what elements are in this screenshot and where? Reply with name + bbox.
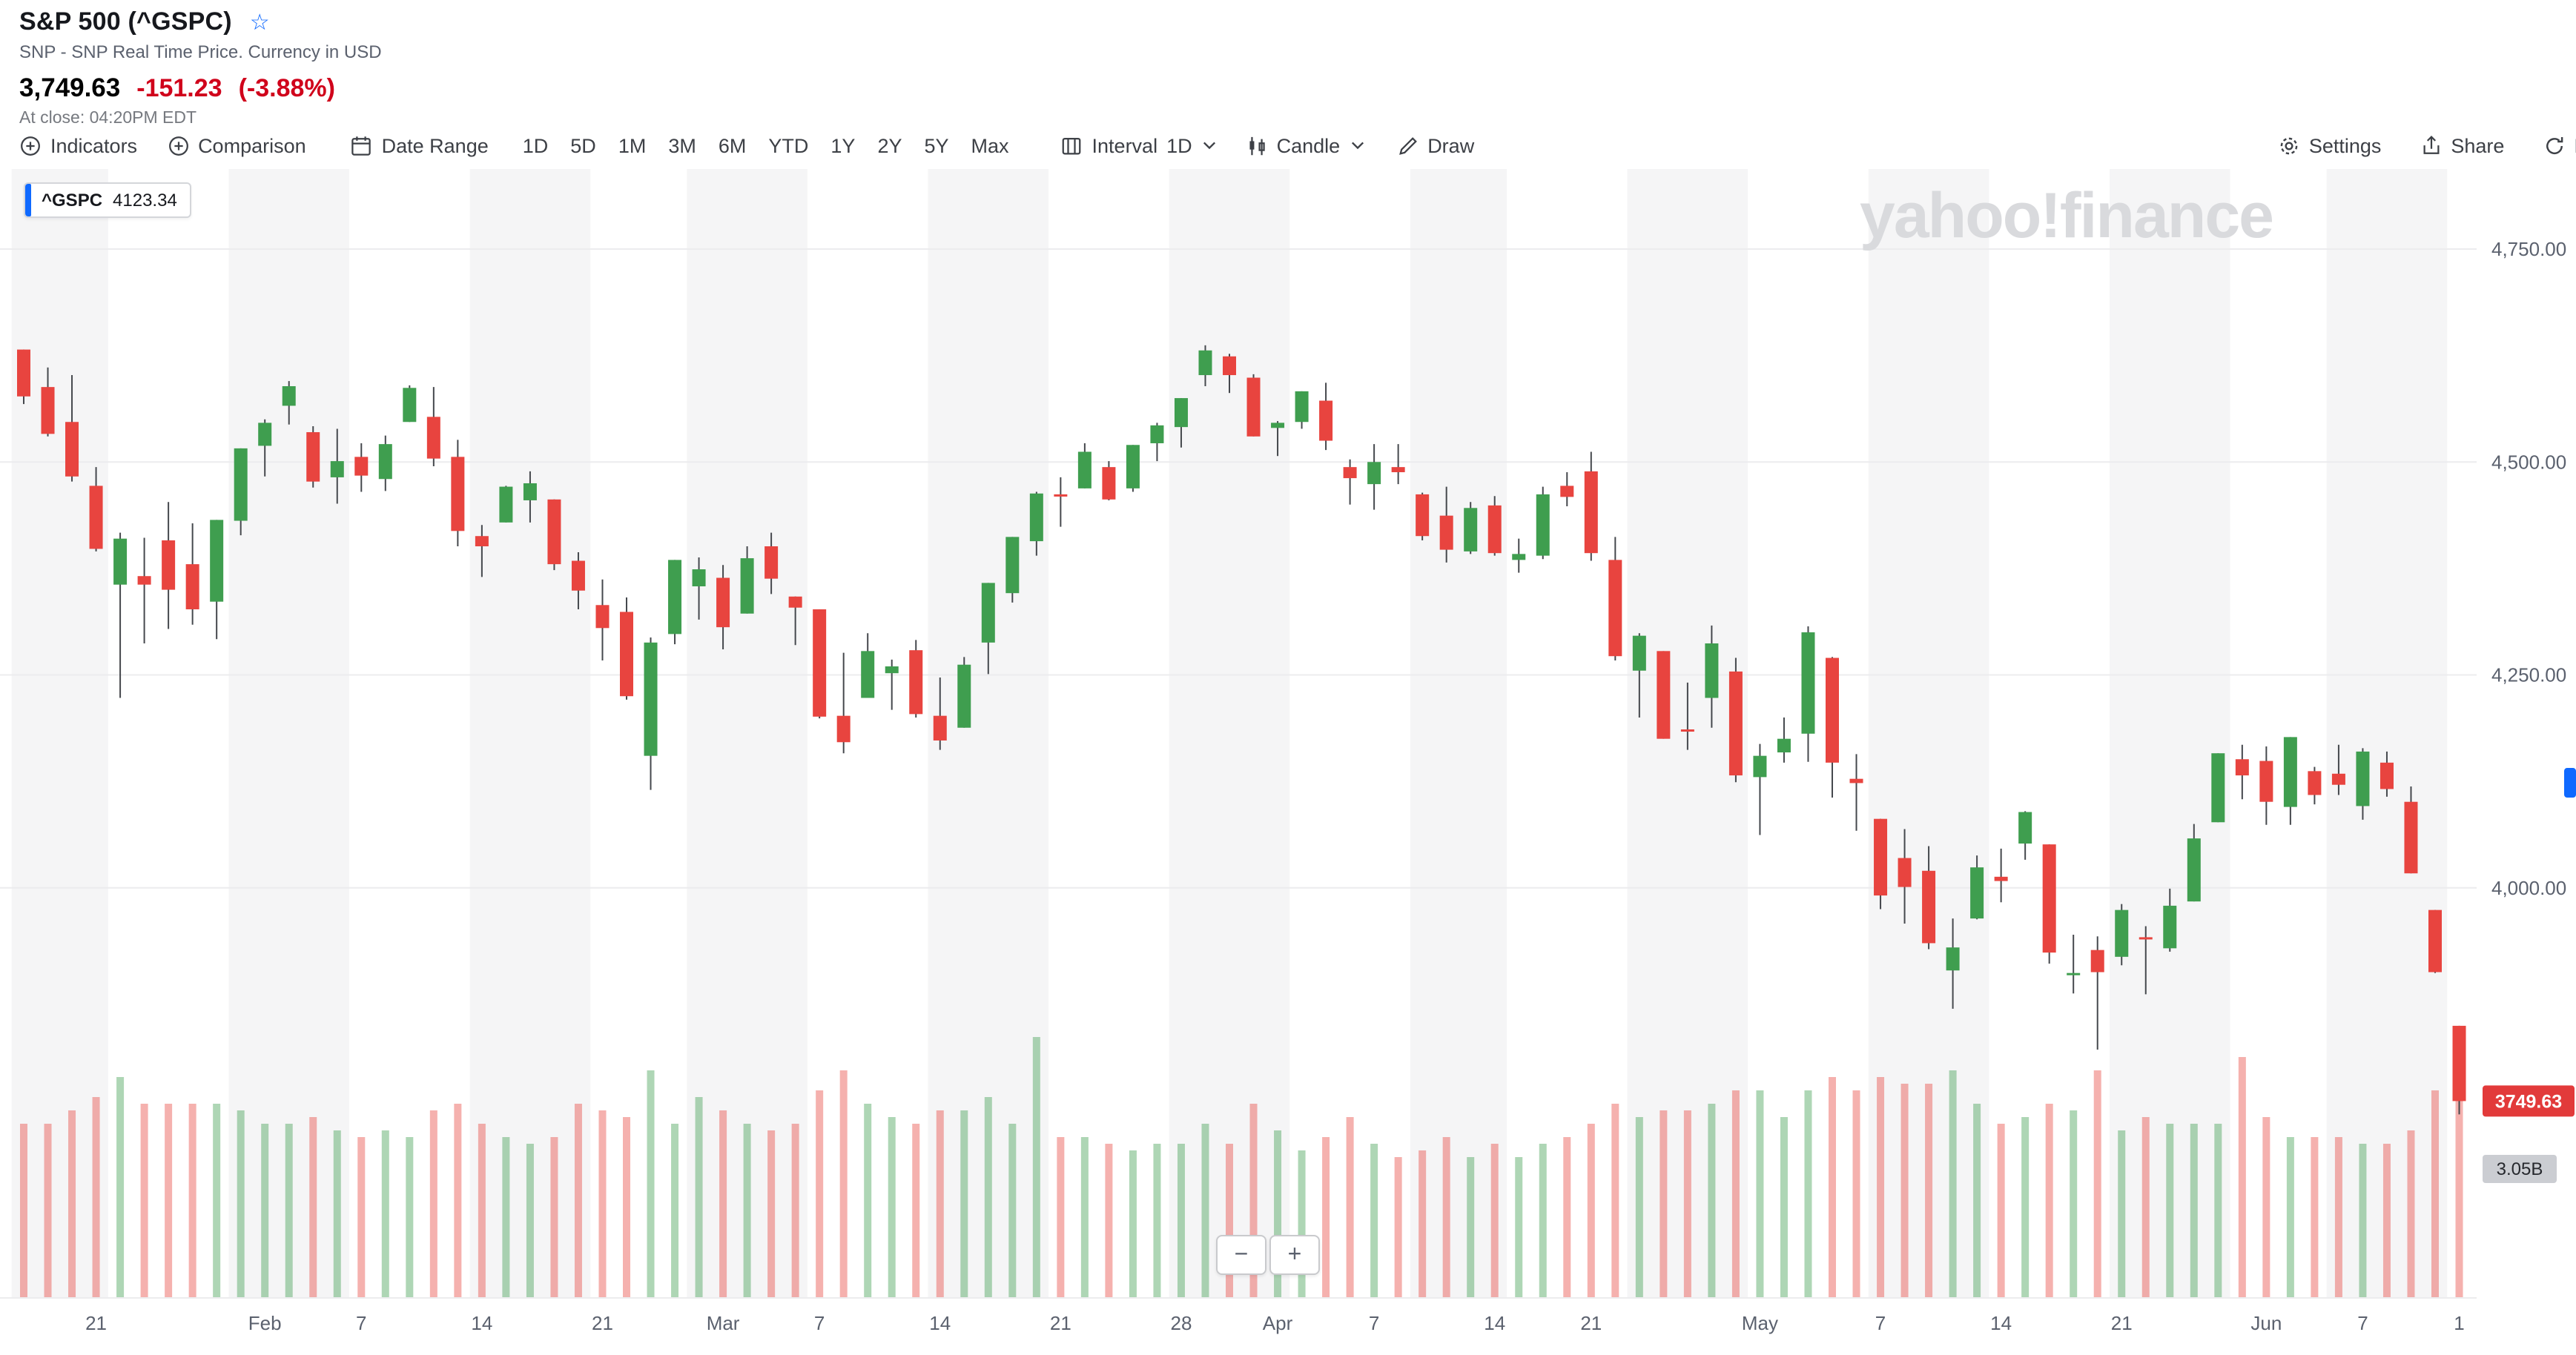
svg-text:28: 28 — [1170, 1312, 1192, 1334]
range-button-max[interactable]: Max — [970, 131, 1011, 159]
grid-lines — [0, 248, 2477, 1299]
interval-select[interactable]: Interval 1D — [1061, 134, 1216, 156]
price-change: -151.23 — [136, 74, 222, 102]
date-axis-labels: 21 Feb 7 14 21 Mar 7 14 21 28 Apr 7 14 21 May 7 14 21 Jun 7… — [85, 1312, 2465, 1334]
chart-toolbar: Indicators Comparison Date Range 1D 5D 1… — [0, 123, 2576, 168]
comparison-icon — [167, 134, 189, 156]
chart-type-label: Candle — [1276, 134, 1341, 156]
draw-button[interactable]: Draw — [1396, 134, 1474, 156]
svg-text:4,000.00: 4,000.00 — [2491, 877, 2566, 899]
zoom-controls: − + — [1216, 1235, 1320, 1275]
candles[interactable] — [17, 345, 2466, 1115]
chevron-down-icon — [1203, 141, 1216, 150]
range-button-6m[interactable]: 6M — [717, 131, 748, 159]
settings-label: Settings — [2308, 134, 2382, 156]
legend-symbol: ^GSPC — [42, 190, 103, 211]
market-close-time: At close: 04:20PM EDT — [19, 110, 197, 127]
reset-label: Reset — [2574, 134, 2576, 156]
zoom-in-button[interactable]: + — [1269, 1235, 1320, 1275]
candle-icon — [1246, 134, 1268, 156]
price-axis-labels: 4,750.00 4,500.00 4,250.00 4,000.00 — [2491, 238, 2566, 899]
svg-text:7: 7 — [356, 1312, 366, 1334]
zoom-out-button[interactable]: − — [1216, 1235, 1266, 1275]
svg-text:7: 7 — [2357, 1312, 2368, 1334]
axis-badges: 3749.63 3.05B — [2483, 768, 2576, 1183]
svg-text:May: May — [1742, 1312, 1778, 1334]
svg-text:7: 7 — [814, 1312, 825, 1334]
svg-text:21: 21 — [2111, 1312, 2133, 1334]
svg-text:7: 7 — [1875, 1312, 1886, 1334]
svg-text:3749.63: 3749.63 — [2495, 1091, 2562, 1112]
volume-bars — [20, 1037, 2463, 1297]
date-range-button[interactable]: Date Range — [351, 134, 489, 156]
range-buttons: 1D 5D 1M 3M 6M YTD 1Y 2Y 5Y Max — [521, 131, 1011, 159]
legend-chip[interactable]: ^GSPC 4123.34 — [24, 182, 192, 218]
chart-type-select[interactable]: Candle — [1246, 134, 1364, 156]
svg-text:21: 21 — [592, 1312, 613, 1334]
svg-text:4,500.00: 4,500.00 — [2491, 451, 2566, 473]
share-label: Share — [2451, 134, 2505, 156]
price-change-percent: (-3.88%) — [238, 74, 335, 102]
svg-text:1: 1 — [2454, 1312, 2464, 1334]
svg-text:14: 14 — [471, 1312, 492, 1334]
range-button-2y[interactable]: 2Y — [876, 131, 903, 159]
indicators-label: Indicators — [50, 134, 138, 156]
quote-subtitle: SNP - SNP Real Time Price. Currency in U… — [19, 42, 382, 62]
svg-text:4,250.00: 4,250.00 — [2491, 664, 2566, 686]
svg-text:14: 14 — [1484, 1312, 1505, 1334]
svg-text:Feb: Feb — [248, 1312, 282, 1334]
calendar-icon — [351, 134, 373, 156]
share-button[interactable]: Share — [2420, 134, 2504, 156]
pencil-icon — [1396, 134, 1419, 156]
svg-text:21: 21 — [85, 1312, 107, 1334]
range-button-5y[interactable]: 5Y — [922, 131, 950, 159]
interval-value: 1D — [1166, 134, 1192, 156]
range-button-1m[interactable]: 1M — [617, 131, 648, 159]
svg-text:Mar: Mar — [707, 1312, 740, 1334]
range-button-ytd[interactable]: YTD — [767, 131, 810, 159]
indicators-button[interactable]: Indicators — [19, 134, 137, 156]
range-button-3m[interactable]: 3M — [667, 131, 698, 159]
week-stripes — [11, 169, 2448, 1297]
share-icon — [2420, 134, 2442, 156]
svg-text:14: 14 — [1990, 1312, 2012, 1334]
page-title: S&P 500 (^GSPC) — [19, 7, 232, 36]
last-price: 3,749.63 — [19, 73, 121, 102]
comparison-button[interactable]: Comparison — [167, 134, 306, 156]
date-range-label: Date Range — [381, 134, 489, 156]
legend-color-bar — [25, 184, 31, 216]
draw-label: Draw — [1427, 134, 1475, 156]
comparison-label: Comparison — [198, 134, 306, 156]
svg-text:21: 21 — [1580, 1312, 1602, 1334]
reset-icon — [2543, 134, 2565, 156]
range-button-1y[interactable]: 1Y — [829, 131, 856, 159]
svg-text:14: 14 — [929, 1312, 951, 1334]
svg-text:3.05B: 3.05B — [2497, 1159, 2543, 1179]
interval-label: Interval — [1092, 134, 1158, 156]
chevron-down-icon — [1350, 141, 1364, 150]
indicators-icon — [19, 134, 42, 156]
settings-button[interactable]: Settings — [2278, 134, 2382, 156]
watchlist-star-icon[interactable]: ☆ — [249, 10, 270, 35]
reset-button[interactable]: Reset — [2543, 134, 2576, 156]
gear-icon — [2278, 134, 2300, 156]
svg-text:Apr: Apr — [1263, 1312, 1293, 1334]
legend-value: 4123.34 — [113, 190, 177, 211]
range-button-1d[interactable]: 1D — [521, 131, 550, 159]
quote-header: S&P 500 (^GSPC) ☆ SNP - SNP Real Time Pr… — [19, 7, 382, 127]
svg-text:4,750.00: 4,750.00 — [2491, 238, 2566, 260]
svg-text:Jun: Jun — [2250, 1312, 2282, 1334]
svg-text:7: 7 — [1369, 1312, 1379, 1334]
range-button-5d[interactable]: 5D — [569, 131, 598, 159]
interval-icon — [1061, 134, 1083, 156]
svg-text:21: 21 — [1050, 1312, 1071, 1334]
